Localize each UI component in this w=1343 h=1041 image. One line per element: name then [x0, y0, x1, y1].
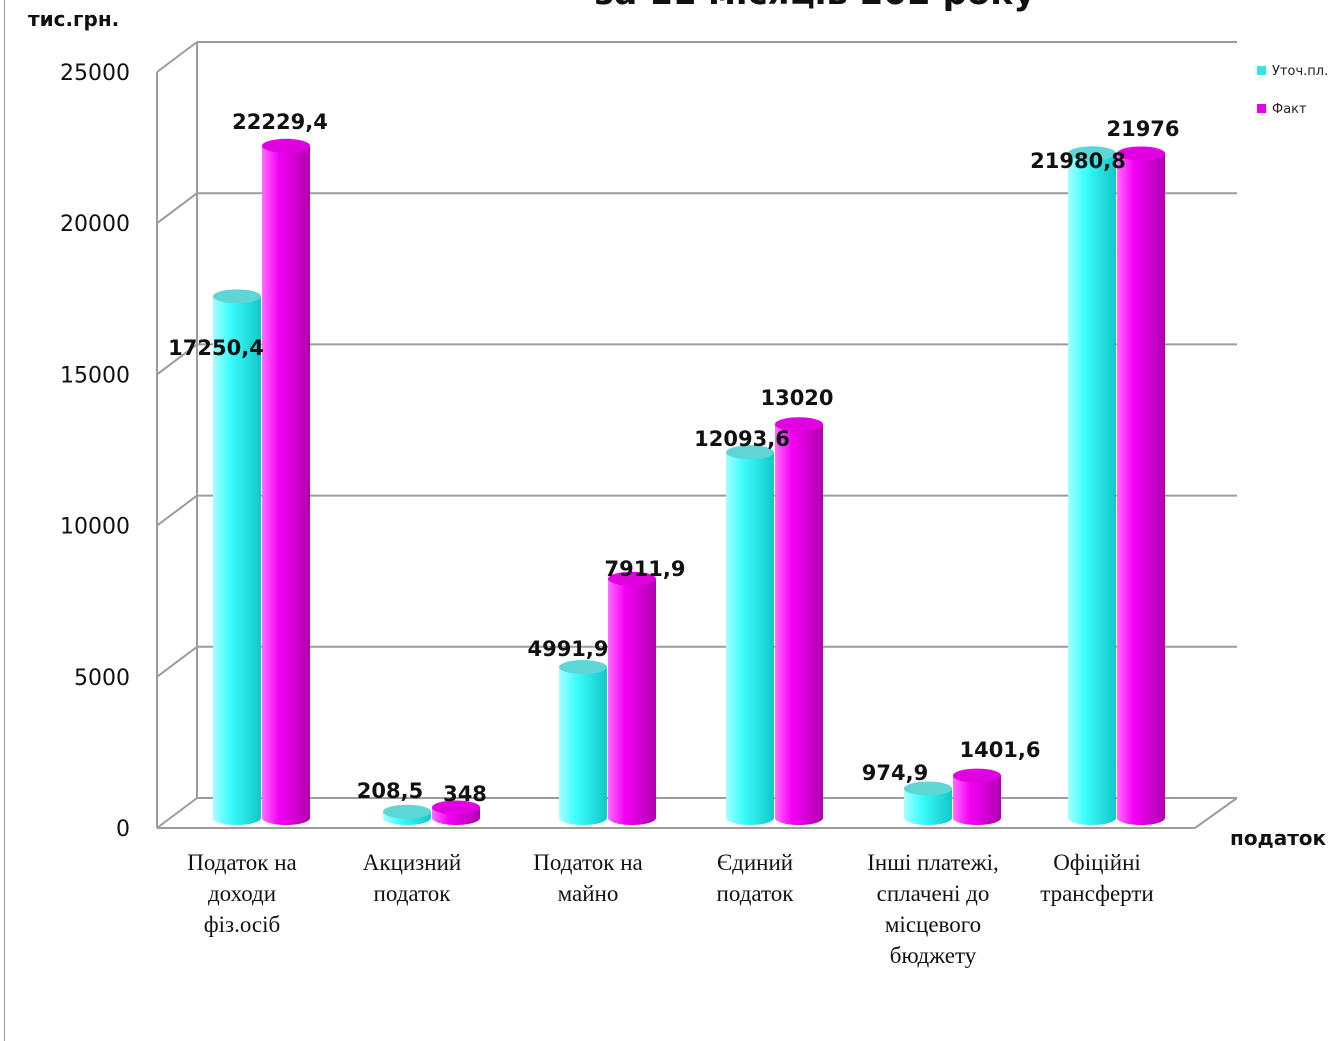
data-label: 22229,4 [232, 110, 328, 134]
data-label: 13020 [760, 386, 833, 410]
x-tick-label: Податок на [533, 850, 642, 875]
gridline-diag [156, 494, 198, 527]
bar [559, 660, 607, 825]
legend-swatch [1257, 104, 1266, 113]
gridline-diag [156, 343, 198, 376]
y-tick-label: 20000 [60, 212, 130, 237]
x-tick-label: бюджету [890, 943, 977, 968]
x-tick-label: податок [717, 881, 795, 906]
bar [1117, 146, 1165, 826]
bar-body [775, 424, 823, 825]
left-border [4, 0, 5, 1041]
data-label: 17250,4 [168, 336, 264, 360]
x-tick-label: Офіційні [1053, 850, 1141, 875]
data-label: 21976 [1106, 117, 1179, 141]
data-label: 348 [443, 782, 487, 806]
bar-body [904, 788, 952, 825]
x-tick-label: Податок на [187, 850, 296, 875]
bar-top [1117, 146, 1165, 161]
x-tick-label: фіз.осіб [204, 912, 281, 937]
legend-label: Уточ.пл. [1272, 64, 1328, 79]
x-tick-label: місцевого [885, 912, 981, 937]
bar-top [1068, 146, 1116, 161]
bar-top [775, 417, 823, 432]
bar [775, 417, 823, 825]
gridline-diag [156, 192, 198, 224]
bar-body [262, 145, 310, 825]
bars [213, 138, 1165, 826]
y-tick-label: 25000 [60, 61, 130, 86]
chart-title: за 11 місяців 202 року [594, 0, 1035, 13]
floor-edge [157, 797, 1238, 829]
x-tick-label: Акцизний [363, 850, 461, 875]
bar [1068, 146, 1116, 826]
bar-top [432, 800, 480, 815]
bar-body [559, 667, 607, 825]
data-label: 208,5 [357, 779, 423, 803]
bar-top [262, 138, 310, 153]
bar [726, 445, 774, 825]
x-tick-label: Інші платежі, [867, 850, 999, 875]
x-tick-label: майно [558, 881, 619, 906]
y-tick-label: 0 [116, 817, 130, 842]
bar-body [213, 296, 261, 825]
x-tick-label: податок [374, 881, 452, 906]
bar-body [726, 452, 774, 825]
grid [156, 41, 1238, 829]
bar-top [726, 445, 774, 460]
gridline-diag [156, 645, 198, 678]
bar-top [383, 804, 431, 819]
data-label: 7911,9 [604, 557, 685, 581]
bar-top [904, 781, 952, 796]
x-axis-label: податок [1230, 826, 1327, 850]
x-tick-label: трансферти [1040, 881, 1154, 906]
bar [213, 289, 261, 825]
bar-top [213, 289, 261, 304]
y-tick-label: 10000 [60, 515, 130, 540]
data-label: 21980,8 [1030, 149, 1126, 173]
y-tick-label: 15000 [60, 363, 130, 388]
bar [904, 781, 952, 825]
legend-swatch [1257, 66, 1266, 75]
y-tick-label: 5000 [74, 666, 130, 691]
bar-body [1117, 153, 1165, 826]
x-tick-label: Єдиний [717, 850, 793, 875]
labels: 0 5000 10000 15000 20000 25000 17250,4 22229,4 П… [60, 61, 1180, 968]
bar-body [1068, 153, 1116, 826]
bar [262, 138, 310, 825]
bar [608, 571, 656, 825]
bar [953, 768, 1001, 825]
legend: Уточ.пл. Факт [1257, 64, 1328, 117]
bar-top [608, 571, 656, 586]
data-label: 974,9 [862, 761, 928, 785]
bar [383, 804, 431, 825]
x-tick-label: сплачені до [877, 881, 990, 906]
y-axis-label: тис.грн. [28, 7, 119, 31]
bar-body [608, 578, 656, 825]
bar-top [953, 768, 1001, 783]
bar [432, 800, 480, 825]
data-label: 4991,9 [527, 637, 608, 661]
legend-label: Факт [1272, 102, 1307, 117]
x-tick-label: доходи [208, 881, 276, 906]
bar-body [953, 775, 1001, 825]
gridline-diag [156, 41, 198, 73]
data-label: 1401,6 [959, 738, 1040, 762]
bar-top [559, 660, 607, 675]
data-label: 12093,6 [694, 427, 790, 451]
gridline-diag [156, 797, 198, 829]
